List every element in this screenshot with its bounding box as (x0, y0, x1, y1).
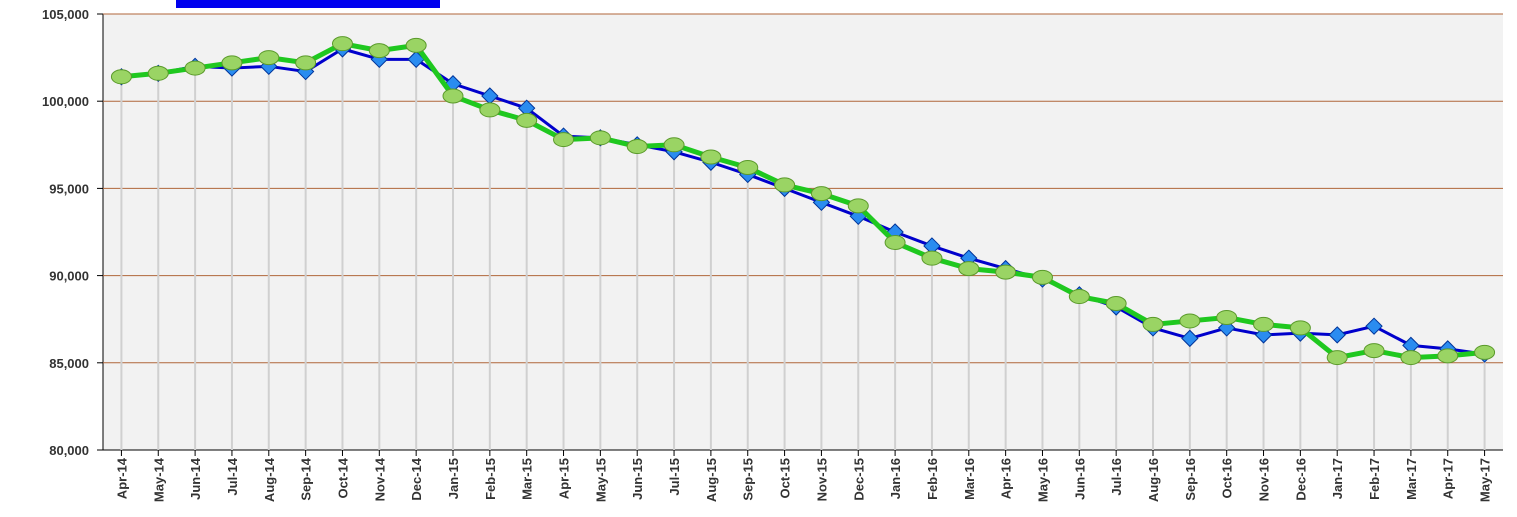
point-marker (774, 177, 796, 193)
point-marker (1328, 326, 1346, 344)
point-marker (810, 186, 832, 202)
point-marker (1363, 343, 1385, 359)
point-marker (221, 55, 243, 71)
point-marker (110, 69, 132, 85)
y-tick-label: 100,000 (42, 94, 89, 109)
x-tick-label: Dec-16 (1293, 458, 1308, 501)
x-tick-label: Jul-14 (225, 457, 240, 495)
x-tick-label: Jan-16 (888, 458, 903, 499)
x-tick-label: Feb-16 (925, 458, 940, 500)
point-marker (1253, 316, 1275, 332)
point-marker (368, 43, 390, 59)
x-tick-label: May-15 (593, 458, 608, 502)
point-marker (553, 132, 575, 148)
y-tick-label: 95,000 (49, 181, 89, 196)
point-marker (995, 264, 1017, 280)
x-tick-label: Jan-17 (1330, 458, 1345, 499)
point-marker (184, 60, 206, 76)
point-marker (1400, 350, 1422, 366)
point-marker (1031, 269, 1053, 285)
point-marker (1474, 344, 1496, 360)
point-marker (516, 112, 538, 128)
x-tick-label: May-16 (1035, 458, 1050, 502)
y-tick-label: 80,000 (49, 443, 89, 458)
x-tick-label: Nov-14 (372, 457, 387, 501)
x-tick-label: Mar-16 (962, 458, 977, 500)
plot-area (103, 14, 1503, 450)
point-marker (663, 137, 685, 153)
x-tick-label: Aug-14 (262, 457, 277, 502)
point-marker (1216, 309, 1238, 325)
x-tick-label: Jan-15 (446, 458, 461, 499)
point-marker (147, 65, 169, 81)
point-marker (589, 130, 611, 146)
point-marker (958, 261, 980, 277)
x-tick-label: Sep-16 (1183, 458, 1198, 501)
x-tick-label: Nov-16 (1257, 458, 1272, 501)
point-marker (331, 36, 353, 52)
point-marker (1365, 317, 1383, 335)
point-marker (1105, 296, 1127, 312)
x-tick-label: Apr-17 (1441, 458, 1456, 499)
x-tick-label: Feb-17 (1367, 458, 1382, 500)
x-tick-label: Jun-16 (1072, 458, 1087, 500)
x-tick-label: Jun-15 (630, 458, 645, 500)
x-tick-label: Aug-15 (704, 458, 719, 502)
x-tick-label: Jul-15 (667, 458, 682, 496)
x-tick-label: Jun-14 (188, 457, 203, 500)
point-marker (626, 139, 648, 155)
point-marker (1142, 316, 1164, 332)
x-tick-label: Mar-17 (1404, 458, 1419, 500)
x-tick-label: Oct-16 (1220, 458, 1235, 498)
x-tick-label: Mar-15 (520, 458, 535, 500)
point-marker (258, 50, 280, 66)
x-tick-label: Apr-15 (557, 458, 572, 499)
point-marker (1181, 329, 1199, 348)
point-marker (737, 159, 759, 175)
x-tick-label: Apr-16 (999, 458, 1014, 499)
x-tick-label: Apr-14 (114, 457, 129, 499)
point-marker (442, 88, 464, 104)
y-tick-label: 90,000 (49, 269, 89, 284)
point-marker (921, 250, 943, 266)
x-tick-label: Feb-15 (483, 458, 498, 500)
x-tick-label: Dec-14 (409, 457, 424, 500)
legend-box (176, 0, 440, 8)
x-tick-label: Oct-15 (778, 458, 793, 498)
x-tick-label: May-14 (151, 457, 166, 502)
y-tick-label: 105,000 (42, 7, 89, 22)
x-tick-label: Sep-15 (741, 458, 756, 501)
point-marker (1326, 350, 1348, 366)
point-marker (1068, 289, 1090, 305)
x-tick-label: Dec-15 (851, 458, 866, 501)
point-marker (884, 234, 906, 250)
point-marker (295, 55, 317, 71)
point-marker (700, 149, 722, 165)
x-tick-label: Oct-14 (335, 457, 350, 498)
x-tick-label: Aug-16 (1146, 458, 1161, 502)
point-marker (479, 102, 501, 118)
point-marker (1437, 348, 1459, 364)
x-tick-label: Jul-16 (1109, 458, 1124, 496)
point-marker (1289, 320, 1311, 336)
x-tick-label: May-17 (1478, 458, 1493, 502)
y-tick-label: 85,000 (49, 356, 89, 371)
x-tick-label: Nov-15 (814, 458, 829, 501)
x-tick-label: Sep-14 (299, 457, 314, 500)
point-marker (847, 198, 869, 214)
point-marker (1179, 313, 1201, 329)
point-marker (405, 37, 427, 53)
